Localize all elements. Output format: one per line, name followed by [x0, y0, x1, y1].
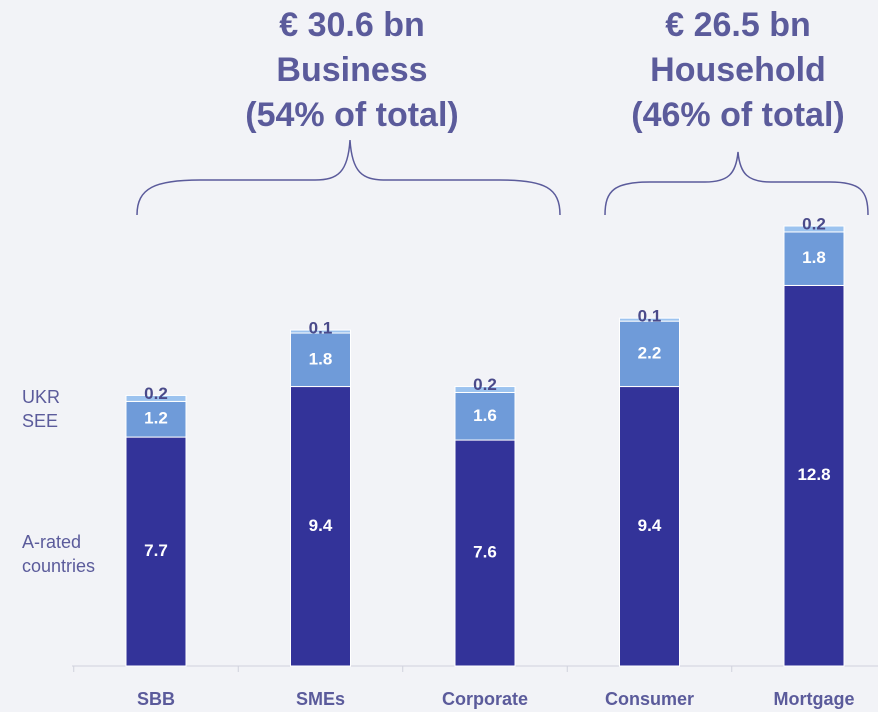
bar-segment	[783, 225, 845, 233]
bar-segment	[619, 386, 680, 667]
value-label: 7.7	[144, 541, 168, 560]
value-label: 12.8	[797, 465, 830, 484]
value-label: 1.6	[473, 406, 497, 425]
legend-label: A-rated countries	[22, 531, 96, 576]
bar-segment	[125, 436, 187, 667]
value-label: 1.8	[802, 248, 826, 267]
brace	[136, 139, 561, 216]
bar-segment	[125, 394, 187, 402]
value-label: 0.1	[309, 319, 333, 338]
bar-segment	[454, 386, 516, 393]
legend-label: UKR	[22, 387, 61, 408]
value-label: 7.6	[473, 543, 497, 562]
group-amount: € 30.6 bn	[279, 6, 425, 44]
value-label: 0.2	[473, 375, 497, 394]
value-label: 9.4	[309, 516, 333, 535]
group-headings: € 30.6 bn Business (54% of total) € 26.5…	[245, 6, 844, 134]
value-label: 0.2	[802, 214, 826, 233]
x-tick-label: SBB	[137, 689, 175, 709]
value-label: 2.2	[638, 343, 662, 362]
bar-segment	[454, 391, 516, 441]
group-label: Business	[276, 51, 427, 89]
value-label: 0.2	[144, 384, 168, 403]
group-share: (46% of total)	[631, 96, 844, 134]
bar-segment	[290, 329, 351, 334]
x-tick-label: SMEs	[296, 689, 345, 709]
bar-segment	[783, 231, 845, 286]
bar-segment	[619, 320, 680, 388]
brace	[604, 151, 869, 216]
bar-segment	[783, 284, 845, 667]
x-tick-label: Consumer	[605, 689, 694, 709]
group-label: Household	[650, 51, 826, 89]
value-label: 1.8	[309, 349, 333, 368]
bar-segment	[619, 317, 680, 322]
group-share: (54% of total)	[245, 96, 458, 134]
value-label: 9.4	[638, 516, 662, 535]
group-amount: € 26.5 bn	[665, 6, 811, 44]
x-tick-label: Corporate	[442, 689, 528, 709]
legend-label: SEE	[22, 411, 59, 432]
bar-segment	[125, 400, 187, 438]
value-label: 1.2	[144, 409, 168, 428]
value-label: 0.1	[638, 307, 662, 326]
x-tick-label: Mortgage	[774, 689, 855, 709]
bar-segment	[290, 386, 351, 667]
